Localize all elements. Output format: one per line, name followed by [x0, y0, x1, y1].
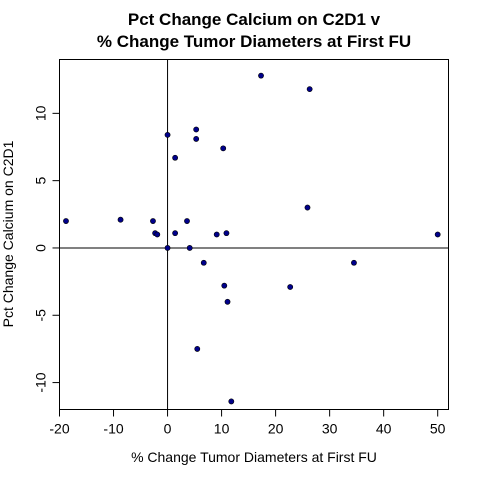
x-tick-label: 50 — [430, 421, 446, 437]
data-point — [214, 232, 219, 237]
data-point — [305, 205, 310, 210]
y-tick-label: 10 — [33, 105, 49, 121]
data-point — [118, 217, 123, 222]
data-point — [435, 232, 440, 237]
x-tick-label: 0 — [164, 421, 172, 437]
data-point — [194, 127, 199, 132]
data-point — [229, 399, 234, 404]
data-points — [63, 73, 440, 404]
y-tick-label: -5 — [33, 309, 49, 322]
data-point — [155, 232, 160, 237]
data-point — [63, 218, 68, 223]
data-point — [184, 218, 189, 223]
data-point — [187, 245, 192, 250]
data-point — [288, 284, 293, 289]
x-tick-label: -20 — [49, 421, 69, 437]
x-tick-label: 10 — [214, 421, 230, 437]
data-point — [221, 146, 226, 151]
x-tick-label: -10 — [103, 421, 123, 437]
x-tick-label: 20 — [268, 421, 284, 437]
data-point — [173, 231, 178, 236]
data-point — [201, 260, 206, 265]
data-point — [222, 283, 227, 288]
data-point — [225, 299, 230, 304]
data-point — [150, 218, 155, 223]
x-axis-label: % Change Tumor Diameters at First FU — [131, 449, 377, 465]
chart-title-line-2: % Change Tumor Diameters at First FU — [97, 32, 411, 51]
chart-title-line-1: Pct Change Calcium on C2D1 v — [128, 10, 381, 29]
data-point — [258, 73, 263, 78]
data-point — [224, 231, 229, 236]
data-point — [165, 132, 170, 137]
x-tick-label: 30 — [322, 421, 338, 437]
data-point — [195, 346, 200, 351]
y-axis-label: Pct Change Calcium on C2D1 — [0, 140, 16, 327]
data-point — [165, 245, 170, 250]
data-point — [307, 87, 312, 92]
x-tick-label: 40 — [376, 421, 392, 437]
y-axis: -10 -5 0 5 10 — [33, 105, 60, 392]
data-point — [194, 136, 199, 141]
y-tick-label: -10 — [33, 372, 49, 392]
y-tick-label: 5 — [33, 177, 49, 185]
data-point — [351, 260, 356, 265]
x-axis: -20 -10 0 10 20 30 40 50 — [49, 410, 445, 437]
data-point — [173, 155, 178, 160]
y-tick-label: 0 — [33, 244, 49, 252]
plot-frame — [60, 60, 449, 410]
